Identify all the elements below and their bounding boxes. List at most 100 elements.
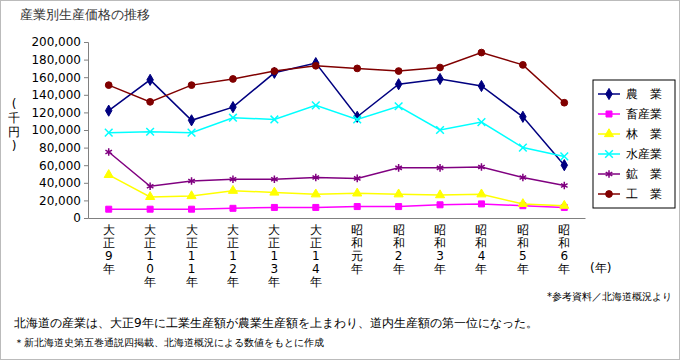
series-marker [147, 206, 153, 212]
x-tick-char: 正 [186, 236, 198, 250]
series-marker [395, 164, 402, 172]
series-marker [354, 175, 361, 183]
series-marker [271, 175, 278, 183]
legend-marker [604, 129, 613, 137]
series-marker [188, 115, 194, 126]
series-marker [313, 204, 319, 210]
y-title-char: ( [12, 97, 17, 111]
series-marker [228, 185, 237, 193]
series-marker [230, 76, 237, 83]
series-line [109, 204, 565, 209]
x-tick-char: 大 [103, 223, 115, 237]
x-tick-char: 昭 [558, 223, 570, 237]
y-axis: 020,00040,00060,00080,000100,000120,0001… [31, 35, 88, 225]
chart: 産業別生産価格の推移020,00040,00060,00080,000100,0… [0, 0, 680, 360]
legend-label: 農 業 [626, 87, 662, 101]
series-marker [187, 191, 196, 199]
x-tick-char: 和 [393, 236, 405, 250]
y-tick-label: 40,000 [39, 176, 81, 190]
y-tick-label: 160,000 [31, 71, 81, 85]
y-tick-mark [84, 218, 88, 219]
series-marker [271, 67, 277, 78]
x-tick-char: 3 [436, 249, 444, 263]
x-tick-char: 大 [227, 223, 239, 237]
x-tick-char: 和 [517, 236, 529, 250]
y-tick-mark [84, 148, 88, 149]
x-tick-label: 昭和3年 [434, 223, 446, 276]
series-marker [354, 65, 361, 72]
x-tick-label: 大正14年 [310, 223, 322, 289]
series-marker [519, 61, 526, 68]
legend-label: 工 業 [626, 187, 662, 201]
x-tick-char: 大 [310, 223, 322, 237]
series-marker [437, 164, 444, 172]
x-axis-title: (年) [590, 261, 611, 275]
y-tick-label: 140,000 [31, 88, 81, 102]
series-marker [270, 187, 279, 195]
series-marker [146, 128, 154, 136]
series-marker [478, 201, 484, 207]
x-tick-labels: 大正9年大正10年大正11年大正12年大正13年大正14年昭和元年昭和2年昭和3… [103, 223, 571, 289]
annotation: *参考資料／北海道概況より [547, 291, 672, 302]
y-title-char: 円 [8, 125, 20, 139]
series-line [109, 175, 565, 206]
y-tick-label: 180,000 [31, 53, 81, 67]
legend-marker [606, 170, 613, 178]
x-tick-char: 9 [105, 249, 113, 263]
legend-marker [606, 88, 612, 99]
series-marker [229, 114, 237, 122]
x-tick-char: 年 [227, 275, 239, 289]
x-tick-char: 6 [560, 249, 568, 263]
legend: 農 業畜産業林 業水産業鉱 業工 業 [593, 80, 675, 208]
y-tick-mark [84, 112, 88, 113]
series-marker [312, 62, 319, 69]
x-axis [89, 218, 586, 219]
y-tick-mark [84, 183, 88, 184]
series-marker [478, 49, 485, 56]
series-marker [230, 205, 236, 211]
series-marker [394, 189, 403, 197]
series-marker [105, 82, 112, 89]
series-marker [313, 174, 320, 182]
series-marker [478, 118, 486, 126]
x-tick-char: 大 [268, 223, 280, 237]
series-marker [560, 153, 568, 161]
series-marker [188, 177, 195, 185]
series-marker [230, 175, 237, 183]
annotation: ＊新北海道史第五巻通説四掲載、北海道概況による数値をもとに作成 [14, 337, 324, 348]
y-tick-mark [84, 77, 88, 78]
series-marker [353, 116, 361, 124]
x-tick-label: 大正12年 [227, 223, 239, 289]
series-marker [188, 82, 195, 89]
x-tick-label: 大正9年 [103, 223, 115, 276]
y-tick: 100,000 [31, 123, 88, 137]
y-tick: 160,000 [31, 71, 88, 85]
x-tick-char: 和 [475, 236, 487, 250]
x-tick-char: 4 [312, 262, 320, 276]
series-marker [478, 80, 484, 91]
x-tick-char: 和 [558, 236, 570, 250]
x-tick-char: 年 [393, 262, 405, 276]
series-marker [353, 188, 362, 196]
series-marker [105, 129, 113, 137]
series-line [109, 152, 565, 186]
series-marker [395, 102, 403, 110]
x-tick-char: 大 [186, 223, 198, 237]
series-marker [271, 68, 278, 75]
y-axis-line [84, 43, 89, 219]
series-marker [478, 163, 485, 171]
x-tick-char: 正 [227, 236, 239, 250]
series-marker [477, 189, 486, 197]
series-marker [437, 202, 443, 208]
x-tick-char: 1 [146, 249, 154, 263]
y-tick: 40,000 [39, 176, 88, 190]
y-tick: 120,000 [31, 106, 88, 120]
x-tick-char: 和 [434, 236, 446, 250]
plot-area [104, 49, 569, 212]
series-marker [104, 170, 113, 178]
series-marker [105, 105, 111, 116]
x-tick-char: 年 [310, 275, 322, 289]
x-tick-char: 1 [271, 249, 279, 263]
y-tick-label: 60,000 [39, 159, 81, 173]
series-line [109, 105, 565, 156]
